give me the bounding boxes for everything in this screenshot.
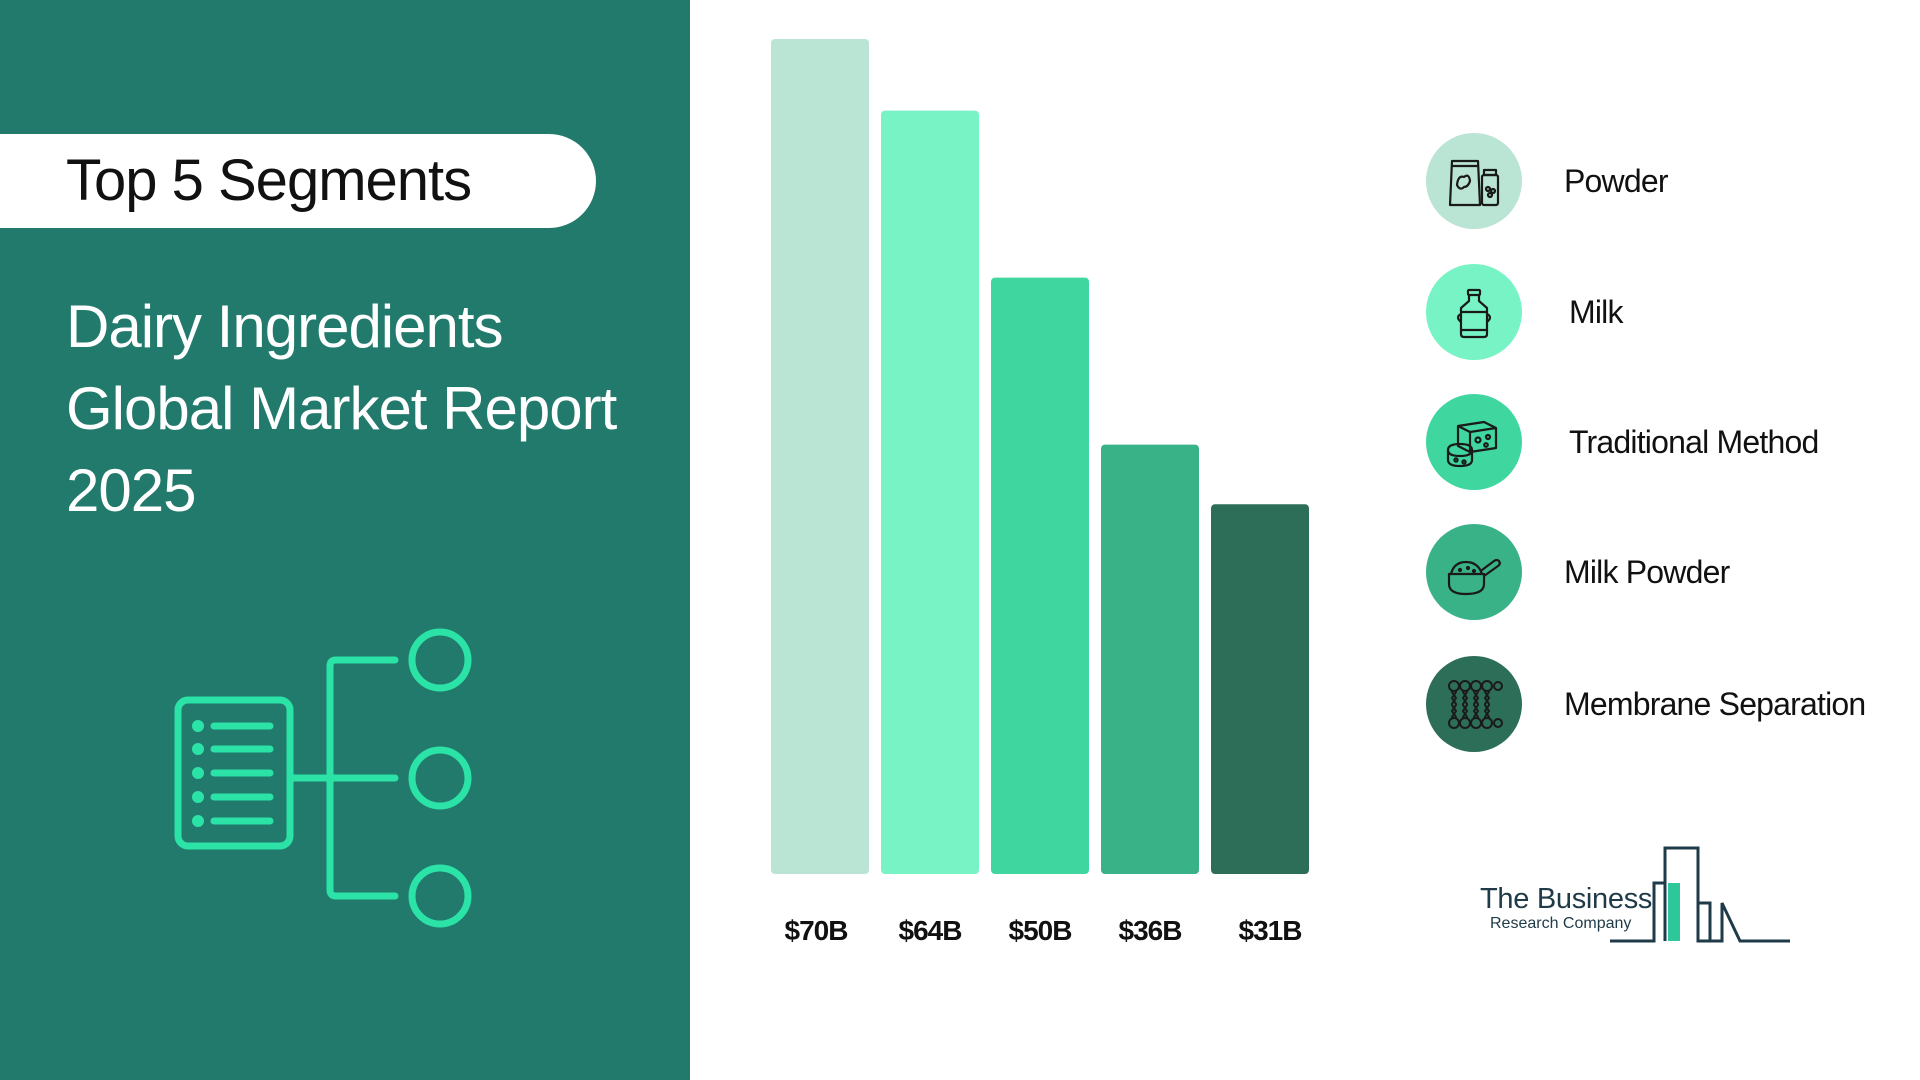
membrane-icon xyxy=(1448,680,1503,729)
report-title-line-1: Dairy Ingredients xyxy=(66,293,504,360)
cheese-icon xyxy=(1446,420,1498,468)
legend-item-traditional-method: Traditional Method xyxy=(1426,394,1906,490)
legend-item-milk-powder: Milk Powder xyxy=(1426,524,1906,620)
segments-pill: Top 5 Segments xyxy=(0,134,596,228)
legend-swatch-membrane-separation xyxy=(1426,656,1522,752)
bar-traditional-method xyxy=(991,277,1089,875)
bar-milk xyxy=(881,110,979,875)
report-title-line-2: Global Market Report xyxy=(66,375,617,442)
bar-chart: $70B $64B $50B $36B $31B xyxy=(771,39,1309,946)
legend-label-milk: Milk xyxy=(1569,294,1623,330)
milk-can-icon xyxy=(1456,288,1492,339)
legend-label-powder: Powder xyxy=(1564,163,1669,199)
legend-label-traditional-method: Traditional Method xyxy=(1569,424,1819,460)
logo-subtitle: Research Company xyxy=(1490,915,1632,932)
bar-membrane-separation xyxy=(1211,504,1309,874)
value-label-milk: $64B xyxy=(899,915,962,946)
hierarchy-list-icon xyxy=(174,628,472,928)
legend-swatch-milk xyxy=(1426,264,1522,360)
value-label-milk-powder: $36B xyxy=(1119,915,1182,946)
pill-title: Top 5 Segments xyxy=(66,148,472,213)
legend-swatch-traditional-method xyxy=(1426,394,1522,490)
bar-powder xyxy=(771,39,869,874)
company-logo: The Business Research Company xyxy=(1480,845,1790,945)
legend-label-membrane-separation: Membrane Separation xyxy=(1564,686,1866,722)
legend-swatch-powder xyxy=(1426,133,1522,229)
bar-milk-powder xyxy=(1101,444,1199,874)
legend-item-milk: Milk xyxy=(1426,264,1906,360)
logo-name: The Business xyxy=(1480,883,1653,915)
legend-label-milk-powder: Milk Powder xyxy=(1564,554,1730,590)
powder-scoop-icon xyxy=(1447,558,1501,596)
report-title-line-3: 2025 xyxy=(66,457,196,524)
left-panel: Top 5 Segments Dairy Ingredients Global … xyxy=(0,0,690,1080)
value-label-membrane-separation: $31B xyxy=(1239,915,1302,946)
legend-item-powder: Powder xyxy=(1426,133,1906,229)
value-label-powder: $70B xyxy=(785,915,848,946)
legend-item-membrane-separation: Membrane Separation xyxy=(1426,656,1906,752)
logo-bars-graphic xyxy=(1610,846,1790,943)
value-label-traditional-method: $50B xyxy=(1009,915,1072,946)
protein-powder-icon xyxy=(1448,159,1500,207)
legend-swatch-milk-powder xyxy=(1426,524,1522,620)
